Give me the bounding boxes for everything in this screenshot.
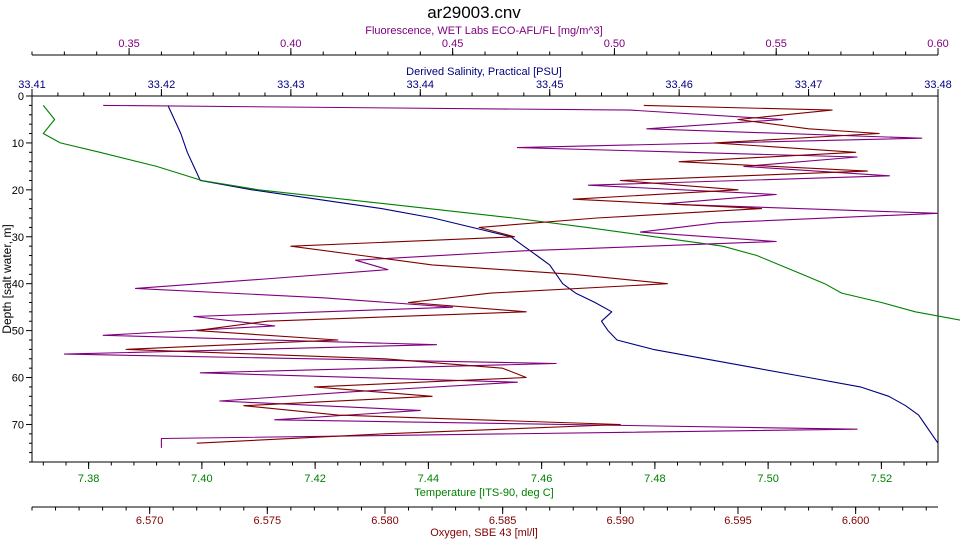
temperature-tick-label: 7.42: [304, 473, 325, 485]
depth-tick-label: 50: [12, 326, 24, 338]
depth-tick-label: 0: [18, 91, 24, 103]
temperature-tick-label: 7.44: [418, 473, 439, 485]
oxygen-axis-label: Oxygen, SBE 43 [ml/l]: [430, 527, 538, 539]
fluorescence-tick-label: 0.60: [927, 38, 948, 50]
depth-axis: 0 10 20 30 40 50 60 70: [12, 91, 32, 463]
temperature-axis: 7.38 7.40 7.42 7.44 7.46 7.48 7.50 7.52: [32, 461, 938, 485]
salinity-tick-label: 33.44: [407, 79, 435, 91]
salinity-tick-label: 33.48: [924, 79, 952, 91]
oxygen-tick-label: 6.585: [489, 515, 517, 527]
depth-tick-label: 30: [12, 232, 24, 244]
oxygen-tick-label: 6.580: [371, 515, 399, 527]
depth-tick-label: 60: [12, 373, 24, 385]
depth-tick-label: 70: [12, 419, 24, 431]
temperature-tick-label: 7.50: [757, 473, 778, 485]
fluorescence-tick-label: 0.50: [604, 38, 625, 50]
depth-axis-label: Depth [salt water, m]: [0, 224, 14, 333]
salinity-tick-label: 33.47: [795, 79, 823, 91]
temperature-axis-label: Temperature [ITS-90, deg C]: [414, 487, 553, 499]
salinity-axis: 33.41 33.42 33.43 33.44 33.45 33.46 33.47 33.48: [18, 79, 952, 97]
fluorescence-axis: 0.35 0.40 0.45 0.50 0.55 0.60: [31, 38, 949, 56]
fluorescence-tick-label: 0.35: [118, 38, 139, 50]
chart-title: ar29003.cnv: [427, 3, 521, 22]
oxygen-tick-label: 6.590: [607, 515, 635, 527]
depth-tick-label: 40: [12, 279, 24, 291]
depth-tick-label: 10: [12, 138, 24, 150]
depth-tick-label: 20: [12, 185, 24, 197]
fluorescence-axis-label: Fluorescence, WET Labs ECO-AFL/FL [mg/m^…: [365, 25, 602, 37]
temperature-tick-label: 7.38: [78, 473, 99, 485]
temperature-tick-label: 7.40: [191, 473, 212, 485]
plot-frame: [31, 95, 939, 463]
oxygen-profile-line: [125, 104, 880, 444]
temperature-profile-line: [42, 105, 960, 321]
temperature-tick-label: 7.46: [531, 473, 552, 485]
salinity-axis-label: Derived Salinity, Practical [PSU]: [406, 66, 562, 78]
temperature-tick-label: 7.52: [871, 473, 892, 485]
salinity-tick-label: 33.45: [536, 79, 564, 91]
fluorescence-tick-label: 0.40: [280, 38, 301, 50]
temperature-tick-label: 7.48: [644, 473, 665, 485]
oxygen-axis: 6.570 6.575 6.580 6.585 6.590 6.595 6.600: [31, 506, 938, 527]
oxygen-tick-label: 6.600: [842, 515, 870, 527]
fluorescence-profile-line: [63, 104, 939, 448]
salinity-tick-label: 33.42: [148, 79, 176, 91]
oxygen-tick-label: 6.570: [136, 515, 164, 527]
oxygen-tick-label: 6.595: [724, 515, 752, 527]
series-layer: [42, 104, 960, 448]
salinity-tick-label: 33.43: [277, 79, 305, 91]
salinity-tick-label: 33.46: [665, 79, 693, 91]
oxygen-tick-label: 6.575: [254, 515, 282, 527]
fluorescence-tick-label: 0.45: [442, 38, 463, 50]
fluorescence-tick-label: 0.55: [766, 38, 787, 50]
salinity-tick-label: 33.41: [18, 79, 46, 91]
